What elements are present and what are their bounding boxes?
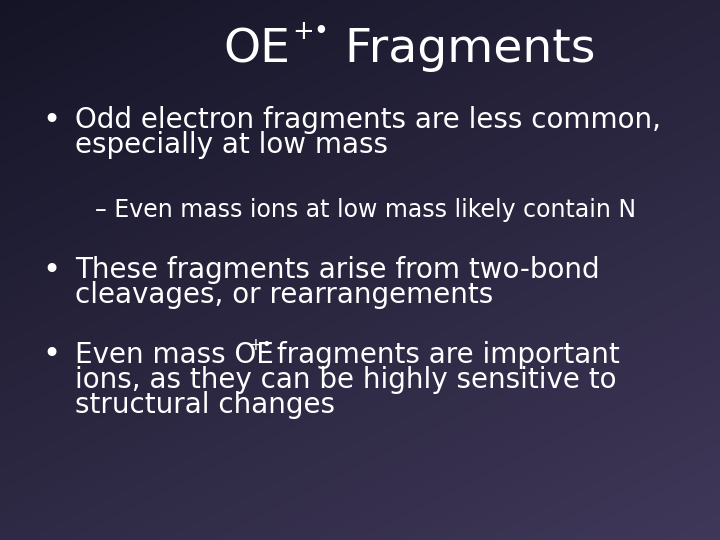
Text: cleavages, or rearrangements: cleavages, or rearrangements	[75, 281, 493, 309]
Text: structural changes: structural changes	[75, 391, 335, 419]
Text: especially at low mass: especially at low mass	[75, 131, 388, 159]
Text: +•: +•	[248, 336, 271, 354]
Text: fragments are important: fragments are important	[268, 341, 620, 369]
Text: •: •	[42, 255, 60, 285]
Text: •: •	[42, 105, 60, 134]
Text: Fragments: Fragments	[330, 28, 595, 72]
Text: OE: OE	[223, 28, 290, 72]
Text: Even mass OE: Even mass OE	[75, 341, 274, 369]
Text: ions, as they can be highly sensitive to: ions, as they can be highly sensitive to	[75, 366, 616, 394]
Text: These fragments arise from two-bond: These fragments arise from two-bond	[75, 256, 600, 284]
Text: •: •	[42, 341, 60, 369]
Text: – Even mass ions at low mass likely contain N: – Even mass ions at low mass likely cont…	[95, 198, 636, 222]
Text: Odd electron fragments are less common,: Odd electron fragments are less common,	[75, 106, 661, 134]
Text: +•: +•	[292, 19, 329, 45]
